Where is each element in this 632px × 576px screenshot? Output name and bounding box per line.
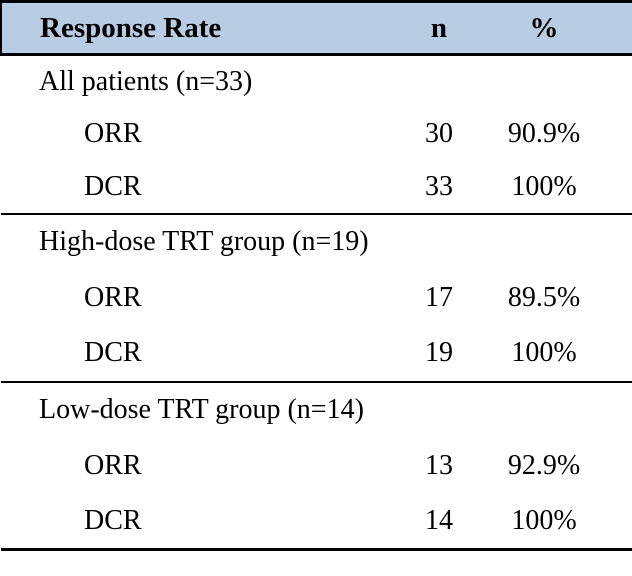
n-value-cell: 19 bbox=[399, 325, 479, 383]
section-all-patients: All patients (n=33) ORR 30 90.9% DCR 33 … bbox=[1, 55, 632, 215]
percent-value-cell: 90.9% bbox=[507, 118, 581, 149]
metric-cell: ORR bbox=[84, 118, 142, 149]
metric-cell: DCR bbox=[1, 493, 399, 551]
metric-cell: DCR bbox=[1, 325, 399, 383]
table-header-row: Response Rate n % bbox=[0, 0, 632, 56]
table-row: ORR 13 92.9% bbox=[1, 438, 632, 494]
table-row: ORR 17 89.5% bbox=[1, 270, 632, 326]
metric-cell: DCR bbox=[1, 160, 399, 215]
percent-value-cell: 89.5% bbox=[507, 281, 581, 313]
header-percent: % bbox=[479, 0, 609, 56]
section-label-high-dose: High-dose TRT group (n=19) bbox=[39, 226, 369, 257]
response-rate-table: Response Rate n % All patients (n=33) OR… bbox=[0, 0, 632, 551]
section-low-dose: Low-dose TRT group (n=14) ORR 13 92.9% D… bbox=[1, 382, 632, 551]
percent-value-cell: 100% bbox=[479, 160, 609, 215]
table-row: DCR 33 100% bbox=[1, 160, 632, 215]
header-n: n bbox=[399, 0, 479, 56]
section-label-row: Low-dose TRT group (n=14) bbox=[1, 382, 632, 438]
table-row: ORR 30 90.9% bbox=[1, 108, 632, 161]
n-value-cell: 33 bbox=[399, 160, 479, 215]
section-high-dose: High-dose TRT group (n=19) ORR 17 89.5% … bbox=[1, 214, 632, 383]
table-row: DCR 14 100% bbox=[1, 493, 632, 551]
n-value-cell: 17 bbox=[425, 281, 453, 313]
percent-value-cell: 92.9% bbox=[507, 449, 581, 481]
section-label-low-dose: Low-dose TRT group (n=14) bbox=[39, 394, 364, 425]
n-value-cell: 14 bbox=[399, 493, 479, 551]
header-spacer bbox=[609, 0, 632, 56]
section-label-all-patients: All patients (n=33) bbox=[39, 65, 253, 97]
section-label-row: High-dose TRT group (n=19) bbox=[1, 214, 632, 270]
n-value-cell: 30 bbox=[425, 118, 453, 149]
header-response-rate: Response Rate bbox=[0, 0, 399, 56]
section-label-row: All patients (n=33) bbox=[1, 55, 632, 108]
percent-value-cell: 100% bbox=[479, 325, 609, 383]
metric-cell: ORR bbox=[84, 281, 142, 313]
n-value-cell: 13 bbox=[425, 449, 453, 481]
table-row: DCR 19 100% bbox=[1, 325, 632, 383]
percent-value-cell: 100% bbox=[479, 493, 609, 551]
metric-cell: ORR bbox=[84, 449, 142, 481]
